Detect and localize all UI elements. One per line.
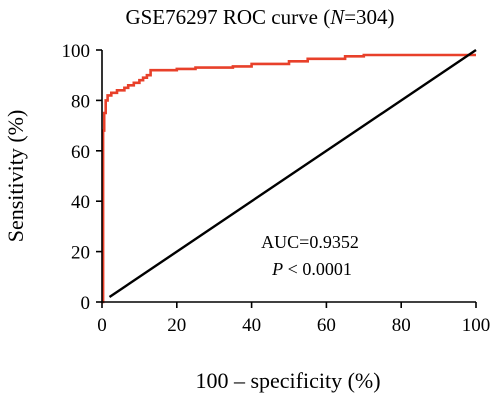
y-tick-label: 80 — [71, 91, 90, 112]
chart-title-suffix: =304) — [344, 5, 394, 29]
y-tick-label: 40 — [71, 192, 90, 213]
chart-title: GSE76297 ROC curve (N=304) — [125, 5, 394, 29]
x-tick-label: 100 — [462, 315, 491, 336]
y-tick-label: 0 — [81, 293, 91, 314]
x-axis-title: 100 – specificity (%) — [195, 368, 380, 393]
x-tick-label: 40 — [242, 315, 261, 336]
p-value-var: P — [271, 259, 283, 279]
chart-title-prefix: GSE76297 ROC curve ( — [125, 5, 330, 29]
y-tick-label: 60 — [71, 142, 90, 163]
auc-annotation: AUC=0.9352 — [261, 232, 359, 252]
plot-area — [101, 49, 477, 304]
p-value-rest: < 0.0001 — [283, 259, 352, 279]
p-value-annotation: P < 0.0001 — [271, 259, 352, 279]
tick-layer: 0 20 40 60 80 100 0 20 40 60 80 100 — [62, 41, 491, 336]
y-tick-label: 20 — [71, 243, 90, 264]
x-tick-label: 20 — [167, 315, 186, 336]
reference-diagonal-line — [108, 49, 477, 298]
x-tick-label: 0 — [97, 315, 107, 336]
y-tick-label: 100 — [62, 41, 91, 62]
y-axis-title: Sensitivity (%) — [3, 110, 28, 243]
x-tick-label: 60 — [317, 315, 336, 336]
roc-curve-line — [101, 53, 476, 304]
x-tick-label: 80 — [392, 315, 411, 336]
axes — [101, 50, 476, 303]
chart-title-var: N — [329, 5, 345, 29]
